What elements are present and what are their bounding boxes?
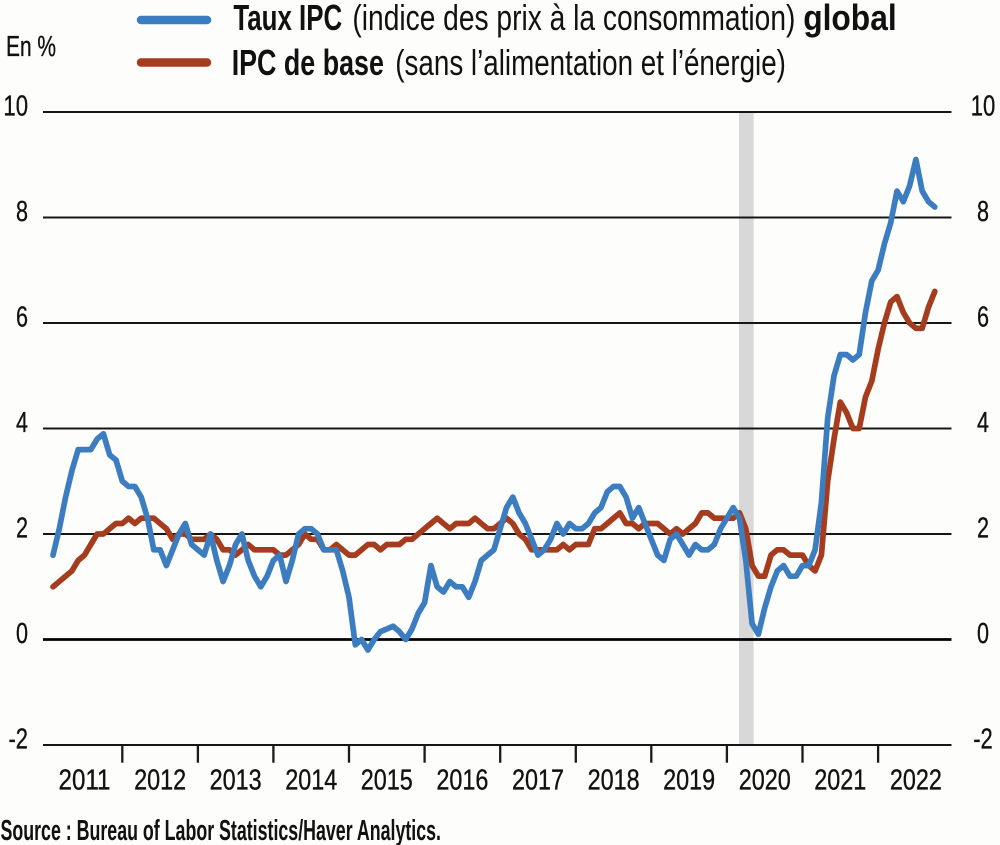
- svg-text:2017: 2017: [512, 765, 564, 797]
- svg-text:0: 0: [977, 618, 989, 650]
- svg-text:2013: 2013: [210, 765, 262, 797]
- svg-text:2019: 2019: [663, 765, 715, 797]
- svg-text:2011: 2011: [59, 765, 111, 797]
- svg-text:2: 2: [977, 513, 989, 545]
- svg-text:En %: En %: [6, 31, 56, 63]
- svg-text:(sans l’alimentation et l’éner: (sans l’alimentation et l’énergie): [395, 42, 786, 83]
- svg-text:Taux IPC: Taux IPC: [233, 0, 342, 38]
- svg-text:2012: 2012: [134, 765, 186, 797]
- svg-text:-2: -2: [9, 724, 29, 756]
- svg-text:-2: -2: [973, 724, 993, 756]
- svg-text:2021: 2021: [814, 765, 866, 797]
- svg-text:8: 8: [16, 196, 28, 228]
- svg-text:IPC de base: IPC de base: [232, 42, 384, 83]
- svg-text:2014: 2014: [285, 765, 337, 797]
- svg-text:global: global: [803, 0, 897, 38]
- svg-text:2015: 2015: [361, 765, 413, 797]
- svg-text:10: 10: [3, 91, 28, 123]
- svg-text:Source : Bureau of Labor Stati: Source : Bureau of Labor Statistics/Have…: [1, 815, 442, 845]
- svg-text:2016: 2016: [436, 765, 488, 797]
- svg-text:8: 8: [977, 196, 989, 228]
- svg-text:2020: 2020: [739, 765, 791, 797]
- svg-text:10: 10: [971, 91, 996, 123]
- svg-text:6: 6: [977, 302, 989, 334]
- svg-text:2018: 2018: [588, 765, 640, 797]
- svg-text:4: 4: [977, 407, 989, 439]
- svg-text:(indice des prix à la consomma: (indice des prix à la consommation): [352, 0, 795, 38]
- svg-text:2: 2: [16, 513, 28, 545]
- svg-text:4: 4: [16, 407, 28, 439]
- svg-text:0: 0: [16, 618, 28, 650]
- svg-text:6: 6: [16, 302, 28, 334]
- svg-text:2022: 2022: [890, 765, 942, 797]
